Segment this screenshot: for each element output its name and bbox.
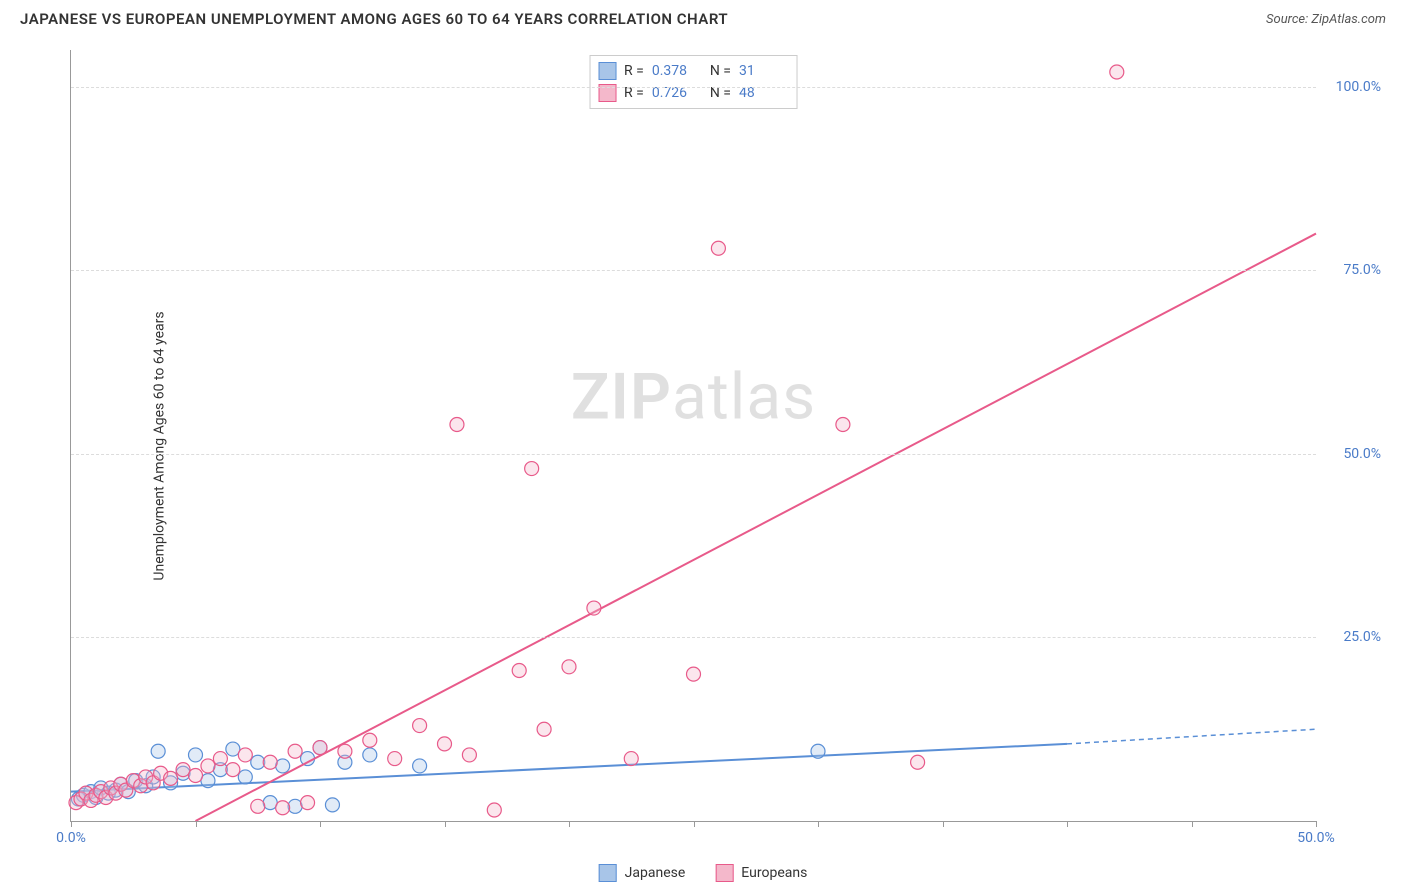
x-tick — [943, 821, 944, 827]
x-tick-label: 0.0% — [56, 830, 86, 846]
y-tick-label: 50.0% — [1343, 446, 1381, 462]
y-tick-label: 25.0% — [1343, 629, 1381, 645]
x-tick — [818, 821, 819, 827]
legend-item-europeans: Europeans — [715, 864, 807, 882]
gridline — [71, 637, 1316, 638]
legend-swatch-europeans-icon — [715, 864, 733, 882]
y-tick-label: 100.0% — [1336, 79, 1381, 95]
plot-region: ZIPatlas R =0.378 N =31 R =0.726 N =48 2… — [70, 50, 1316, 822]
gridline — [71, 270, 1316, 271]
plot-svg — [71, 50, 1316, 821]
chart-source: Source: ZipAtlas.com — [1266, 12, 1386, 27]
x-tick — [71, 821, 72, 827]
chart-header: JAPANESE VS EUROPEAN UNEMPLOYMENT AMONG … — [0, 0, 1406, 33]
chart-area: Unemployment Among Ages 60 to 64 years Z… — [50, 50, 1386, 842]
y-tick-label: 75.0% — [1343, 262, 1381, 278]
x-tick — [1192, 821, 1193, 827]
legend-item-japanese: Japanese — [599, 864, 686, 882]
series-legend: Japanese Europeans — [599, 864, 808, 882]
chart-title: JAPANESE VS EUROPEAN UNEMPLOYMENT AMONG … — [20, 10, 728, 28]
x-tick — [1067, 821, 1068, 827]
gridline — [71, 87, 1316, 88]
x-tick — [196, 821, 197, 827]
legend-swatch-japanese-icon — [599, 864, 617, 882]
x-tick — [569, 821, 570, 827]
gridline — [71, 454, 1316, 455]
x-tick — [1316, 821, 1317, 827]
x-tick-label: 50.0% — [1297, 830, 1335, 846]
x-tick — [320, 821, 321, 827]
x-tick — [694, 821, 695, 827]
x-tick — [445, 821, 446, 827]
